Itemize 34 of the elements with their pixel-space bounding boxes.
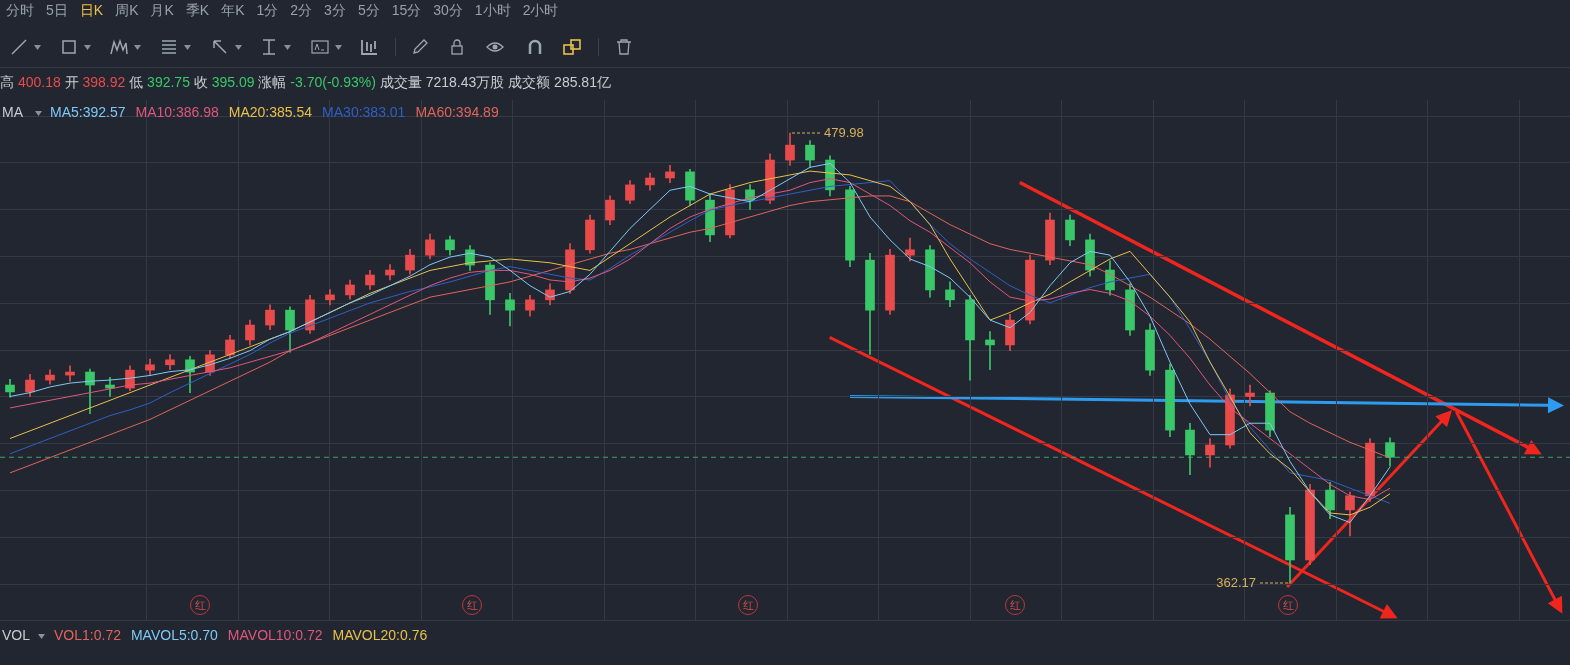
- text: MAVOL10:0.72: [227, 627, 323, 643]
- text: 红: [462, 595, 482, 615]
- text: MAVOL20:0.76: [332, 627, 428, 643]
- text: 日K: [79, 2, 104, 20]
- text: 5分: [357, 2, 380, 20]
- text: 高 400.18 开 398.92 低 392.75 收 395.09 涨幅 -3.70(-0.93%) 成交量 7218.43万股 成交额 285.81亿: [0, 74, 611, 90]
- text: 30分: [433, 2, 463, 20]
- text: 1分: [256, 2, 279, 20]
- text: 红: [190, 595, 210, 615]
- text: 5日: [46, 2, 68, 20]
- text: MA30:383.01: [322, 104, 406, 120]
- text: 3分: [324, 2, 346, 20]
- text: 分时: [6, 2, 34, 20]
- text: 红: [738, 595, 758, 615]
- text: MAVOL5:0.70: [130, 627, 218, 643]
- text: 月K: [150, 2, 174, 20]
- text: VOL1:0.72: [54, 627, 121, 643]
- text: 2小时: [522, 2, 559, 20]
- text: MA10:386.98: [135, 104, 219, 120]
- annotation: 362.17: [1216, 574, 1256, 590]
- text: 红: [1005, 595, 1025, 615]
- text: 15分: [391, 2, 422, 20]
- legend-title: MA: [2, 104, 23, 120]
- text: MA60:394.89: [415, 104, 499, 120]
- text: 季K: [185, 2, 210, 20]
- text: MA20:385.54: [228, 104, 313, 120]
- text: 周K: [115, 2, 139, 20]
- text: 红: [1278, 595, 1298, 615]
- text: 1小时: [474, 2, 511, 20]
- text: 2分: [290, 2, 313, 20]
- annotation: 479.98: [824, 124, 864, 140]
- text: 年K: [221, 2, 245, 20]
- text: MA5:392.57: [50, 104, 126, 120]
- text: VOL: [2, 627, 31, 643]
